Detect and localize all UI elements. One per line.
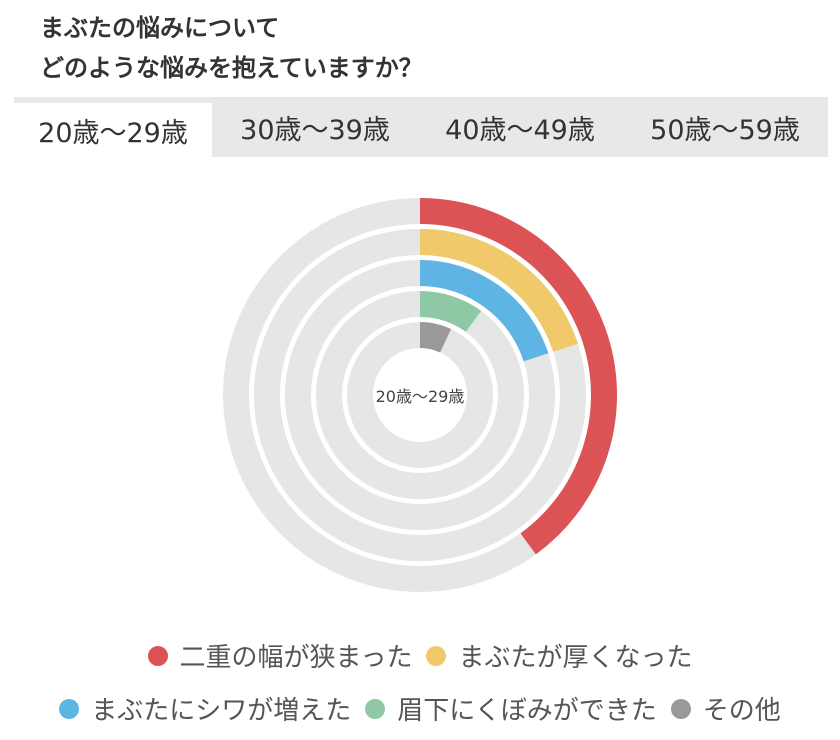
series-arc-3[interactable]	[420, 260, 549, 362]
series-arc-2[interactable]	[420, 229, 578, 352]
legend-row-2: まぶたにシワが増えた 眉下にくぼみができた その他	[0, 690, 840, 727]
legend-item-narrow-fold[interactable]: 二重の幅が狭まった	[147, 637, 413, 674]
tab-50s[interactable]: 50歳〜59歳	[650, 114, 800, 146]
legend-item-other[interactable]: その他	[670, 690, 781, 727]
title-line-1: まぶたの悩みについて	[40, 14, 280, 42]
legend-dot-gray	[670, 698, 691, 719]
legend-label: まぶたにシワが増えた	[91, 696, 352, 726]
legend-label: 二重の幅が狭まった	[179, 643, 413, 673]
series-arc-5[interactable]	[420, 322, 452, 353]
series-arc-4[interactable]	[420, 291, 482, 332]
tab-40s[interactable]: 40歳〜49歳	[445, 114, 595, 146]
age-tab-bar: 20歳〜29歳 30歳〜39歳 40歳〜49歳 50歳〜59歳	[14, 97, 828, 157]
legend-dot-green	[365, 698, 386, 719]
legend-item-thick-lid[interactable]: まぶたが厚くなった	[426, 637, 692, 674]
legend-label: 眉下にくぼみができた	[397, 696, 657, 726]
series-arc-1[interactable]	[420, 198, 617, 555]
title-line-2: どのような悩みを抱えていますか？	[40, 54, 423, 82]
chart-title: まぶたの悩みについて どのような悩みを抱えていますか？	[40, 8, 423, 88]
legend-label: その他	[702, 696, 781, 726]
legend-dot-blue	[59, 698, 80, 719]
tab-20s[interactable]: 20歳〜29歳	[14, 100, 212, 157]
legend-dot-red	[147, 645, 168, 666]
legend-dot-yellow	[426, 645, 447, 666]
legend-label: まぶたが厚くなった	[458, 643, 693, 673]
legend-item-hollow[interactable]: 眉下にくぼみができた	[365, 690, 657, 727]
legend-item-wrinkles[interactable]: まぶたにシワが増えた	[59, 690, 351, 727]
tab-30s[interactable]: 30歳〜39歳	[240, 114, 390, 146]
series-arcs	[420, 198, 617, 555]
center-label: 20歳〜29歳	[376, 387, 465, 406]
legend-row-1: 二重の幅が狭まった まぶたが厚くなった	[0, 637, 840, 674]
radial-bar-chart: 20歳〜29歳	[223, 198, 617, 592]
